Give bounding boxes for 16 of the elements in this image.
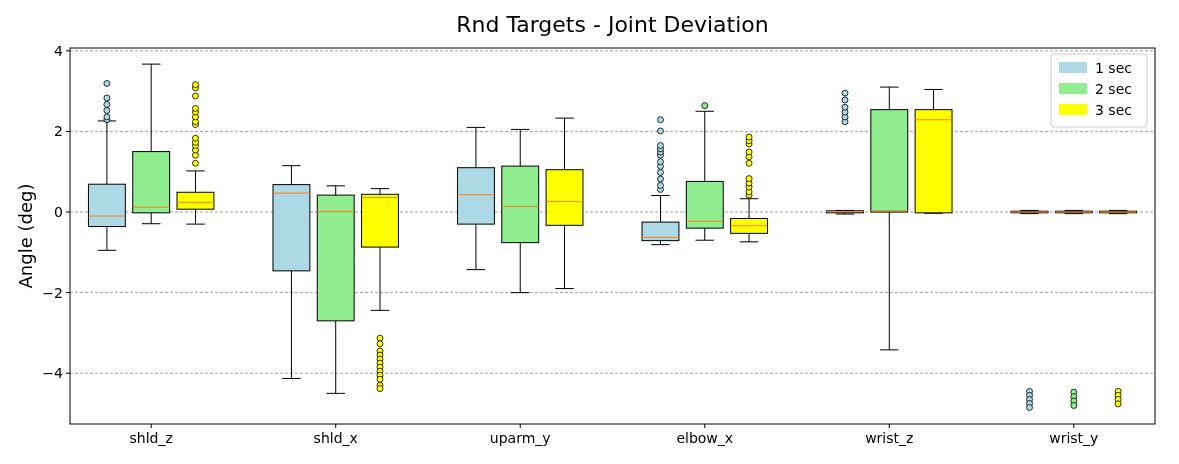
- x-tick-label: wrist_y: [1049, 430, 1099, 446]
- legend-label: 1 sec: [1095, 59, 1132, 76]
- x-tick-label: shld_z: [129, 430, 173, 446]
- x-tick-label: elbow_x: [676, 430, 734, 446]
- x-tick-label: uparm_y: [489, 430, 551, 446]
- y-tick-label: 4: [54, 42, 64, 59]
- legend-label: 3 sec: [1095, 101, 1132, 118]
- chart-title: Rnd Targets - Joint Deviation: [456, 12, 769, 37]
- y-tick-label: −2: [42, 284, 63, 301]
- y-tick-label: −4: [42, 365, 64, 382]
- y-axis-title: Angle (deg): [15, 183, 36, 289]
- x-tick-label: wrist_z: [865, 430, 914, 446]
- x-tick-label: shld_x: [313, 430, 358, 446]
- y-tick-label: 2: [54, 123, 63, 140]
- y-tick-label: 0: [54, 203, 63, 220]
- legend-label: 2 sec: [1095, 80, 1132, 97]
